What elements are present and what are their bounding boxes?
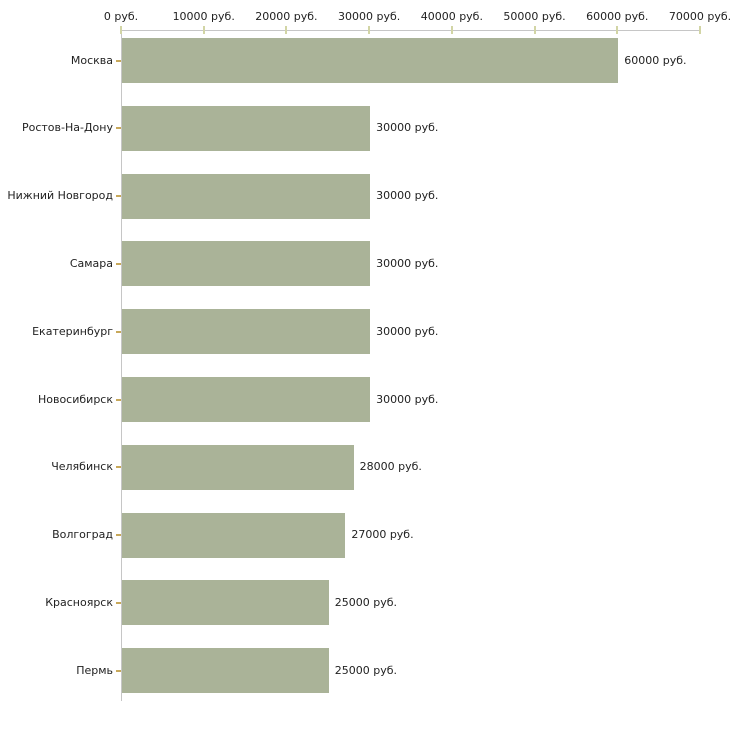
y-tick [116, 669, 121, 672]
x-axis-line [121, 30, 701, 31]
category-label: Пермь [76, 663, 113, 677]
value-label: 27000 руб. [351, 528, 414, 542]
y-tick [116, 59, 121, 62]
category-label: Москва [70, 53, 113, 67]
bar [122, 241, 371, 287]
x-tick-label: 70000 руб. [668, 10, 730, 23]
value-label: 30000 руб. [376, 189, 439, 203]
x-tick-label: 10000 руб. [172, 10, 235, 23]
category-label: Новосибирск [37, 392, 113, 406]
bar [122, 377, 371, 422]
x-tick [450, 26, 453, 34]
value-label: 30000 руб. [376, 324, 439, 338]
category-label: Челябинск [51, 460, 113, 474]
x-tick-label: 40000 руб. [420, 10, 483, 23]
x-tick [368, 26, 371, 34]
x-tick [120, 26, 122, 34]
y-tick [116, 330, 121, 333]
y-axis-line [121, 30, 122, 701]
bar [122, 648, 329, 694]
bar [122, 309, 371, 355]
x-tick-label: 30000 руб. [338, 10, 401, 23]
x-tick-label: 60000 руб. [586, 10, 649, 23]
bar [122, 512, 346, 558]
value-label: 25000 руб. [334, 595, 398, 609]
y-tick [116, 195, 121, 198]
category-label: Екатеринбург [32, 324, 113, 338]
category-label: Красноярск [45, 595, 113, 609]
bar [122, 38, 619, 83]
value-label: 28000 руб. [359, 460, 422, 474]
x-tick [202, 26, 205, 34]
category-label: Нижний Новгород [7, 189, 113, 203]
y-tick [116, 262, 121, 265]
y-tick [116, 601, 121, 604]
bar [122, 173, 371, 219]
y-tick [116, 534, 121, 537]
x-tick [533, 26, 536, 34]
x-tick-label: 50000 руб. [503, 10, 566, 23]
y-tick [116, 127, 121, 130]
category-label: Самара [69, 256, 113, 270]
y-tick [116, 398, 121, 401]
x-tick [285, 26, 288, 34]
value-label: 30000 руб. [376, 256, 439, 270]
value-label: 30000 руб. [376, 121, 439, 135]
bar [122, 105, 371, 151]
bar [122, 444, 354, 490]
x-tick [699, 26, 701, 34]
value-label: 25000 руб. [334, 663, 398, 677]
category-label: Волгоград [52, 528, 113, 542]
x-tick-label: 20000 руб. [255, 10, 318, 23]
value-label: 60000 руб. [624, 53, 687, 67]
value-label: 30000 руб. [376, 392, 439, 406]
x-tick [616, 26, 619, 34]
x-tick-label: 0 руб. [103, 10, 139, 23]
bar [122, 580, 329, 626]
category-label: Ростов-На-Дону [21, 121, 113, 135]
y-tick [116, 466, 121, 469]
